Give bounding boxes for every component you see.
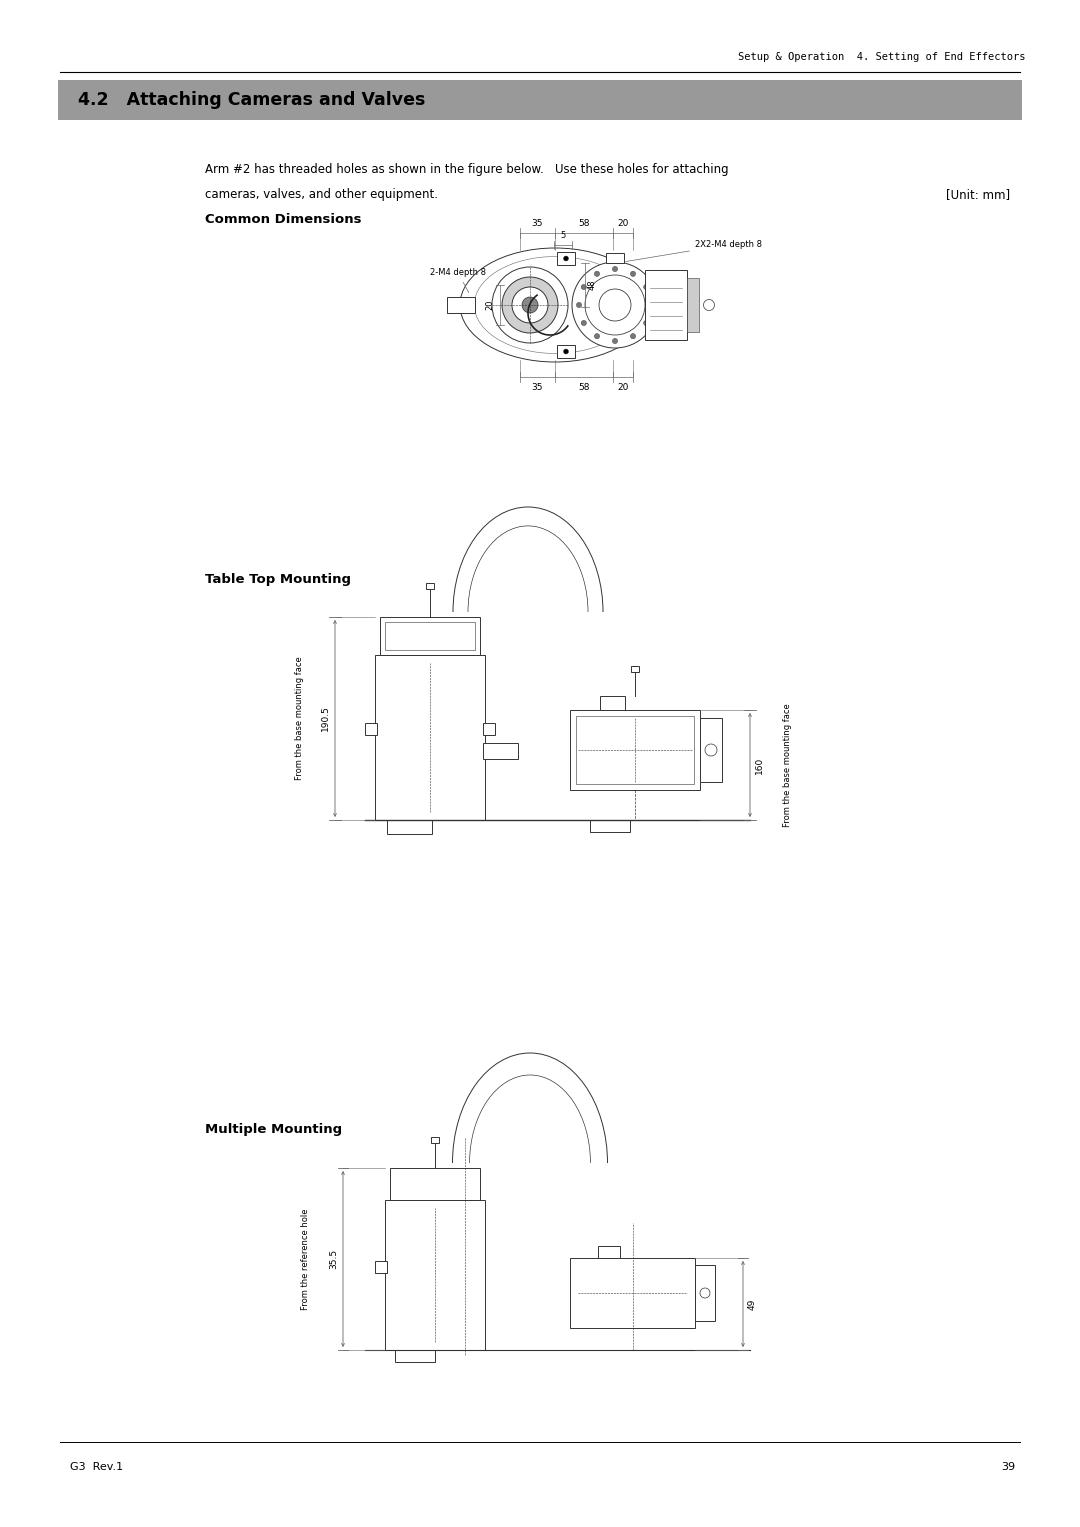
Text: cameras, valves, and other equipment.: cameras, valves, and other equipment. [205, 188, 438, 202]
Bar [576, 716, 694, 783]
Text: 48: 48 [588, 279, 597, 290]
Bar [483, 724, 495, 734]
Circle shape [703, 299, 715, 310]
Bar [700, 718, 723, 782]
Bar [375, 655, 485, 820]
Text: Common Dimensions: Common Dimensions [205, 214, 362, 226]
Text: 2X2-M4 depth 8: 2X2-M4 depth 8 [625, 240, 762, 261]
Text: 58: 58 [578, 383, 590, 392]
Bar [483, 742, 518, 759]
Circle shape [700, 1287, 710, 1298]
Circle shape [522, 296, 538, 313]
Text: From the base mounting face: From the base mounting face [296, 657, 305, 780]
Text: 49: 49 [748, 1298, 757, 1310]
Circle shape [631, 333, 636, 339]
Circle shape [572, 263, 658, 348]
Circle shape [644, 321, 649, 325]
Text: 4.2   Attaching Cameras and Valves: 4.2 Attaching Cameras and Valves [78, 92, 426, 108]
Bar [570, 1258, 696, 1328]
Bar [426, 583, 434, 589]
Bar [384, 621, 475, 651]
Bar [687, 278, 699, 331]
Bar [58, 79, 1022, 121]
Circle shape [581, 284, 586, 290]
Text: 20: 20 [618, 383, 629, 392]
Circle shape [577, 302, 582, 307]
Circle shape [631, 272, 636, 276]
Bar [375, 1261, 387, 1274]
Bar [631, 666, 639, 672]
Bar [384, 1200, 485, 1350]
Circle shape [581, 321, 586, 325]
Bar [600, 696, 625, 710]
Bar [645, 270, 687, 341]
Text: 20: 20 [618, 218, 629, 228]
Bar [598, 1246, 620, 1258]
Bar [387, 820, 432, 834]
Text: Setup & Operation  4. Setting of End Effectors: Setup & Operation 4. Setting of End Effe… [738, 52, 1025, 63]
Text: 2-M4 depth 8: 2-M4 depth 8 [430, 269, 486, 293]
Text: 5: 5 [561, 231, 566, 240]
Bar [447, 296, 475, 313]
Circle shape [644, 284, 649, 290]
Circle shape [585, 275, 645, 334]
Text: Table Top Mounting: Table Top Mounting [205, 574, 351, 586]
Circle shape [502, 276, 558, 333]
Text: 35.5: 35.5 [329, 1249, 338, 1269]
Circle shape [648, 302, 653, 307]
Text: From the base mounting face: From the base mounting face [783, 702, 793, 828]
Bar [557, 345, 575, 357]
Circle shape [594, 333, 599, 339]
Text: 35: 35 [531, 218, 543, 228]
Text: Arm #2 has threaded holes as shown in the figure below.   Use these holes for at: Arm #2 has threaded holes as shown in th… [205, 163, 729, 177]
Circle shape [564, 350, 568, 354]
Text: G3  Rev.1: G3 Rev.1 [70, 1461, 123, 1472]
Text: 20: 20 [485, 299, 494, 310]
Bar [570, 710, 700, 789]
Bar [395, 1350, 435, 1362]
Bar [365, 724, 377, 734]
Text: [Unit: mm]: [Unit: mm] [946, 188, 1010, 202]
Circle shape [705, 744, 717, 756]
Text: From the reference hole: From the reference hole [300, 1208, 310, 1310]
Text: Multiple Mounting: Multiple Mounting [205, 1124, 342, 1136]
Bar [557, 252, 575, 266]
Circle shape [512, 287, 548, 324]
Circle shape [594, 272, 599, 276]
Text: 39: 39 [1001, 1461, 1015, 1472]
Circle shape [599, 289, 631, 321]
Circle shape [492, 267, 568, 344]
Bar [380, 617, 480, 655]
Bar [696, 1264, 715, 1321]
Ellipse shape [460, 247, 650, 362]
Bar [390, 1168, 480, 1200]
Bar [431, 1138, 438, 1144]
Circle shape [564, 257, 568, 261]
Circle shape [612, 339, 618, 344]
Circle shape [612, 266, 618, 272]
Text: 58: 58 [578, 218, 590, 228]
Bar [606, 253, 624, 263]
Text: 190.5: 190.5 [321, 705, 330, 731]
Text: 160: 160 [755, 756, 764, 774]
Bar [590, 820, 630, 832]
Text: 35: 35 [531, 383, 543, 392]
